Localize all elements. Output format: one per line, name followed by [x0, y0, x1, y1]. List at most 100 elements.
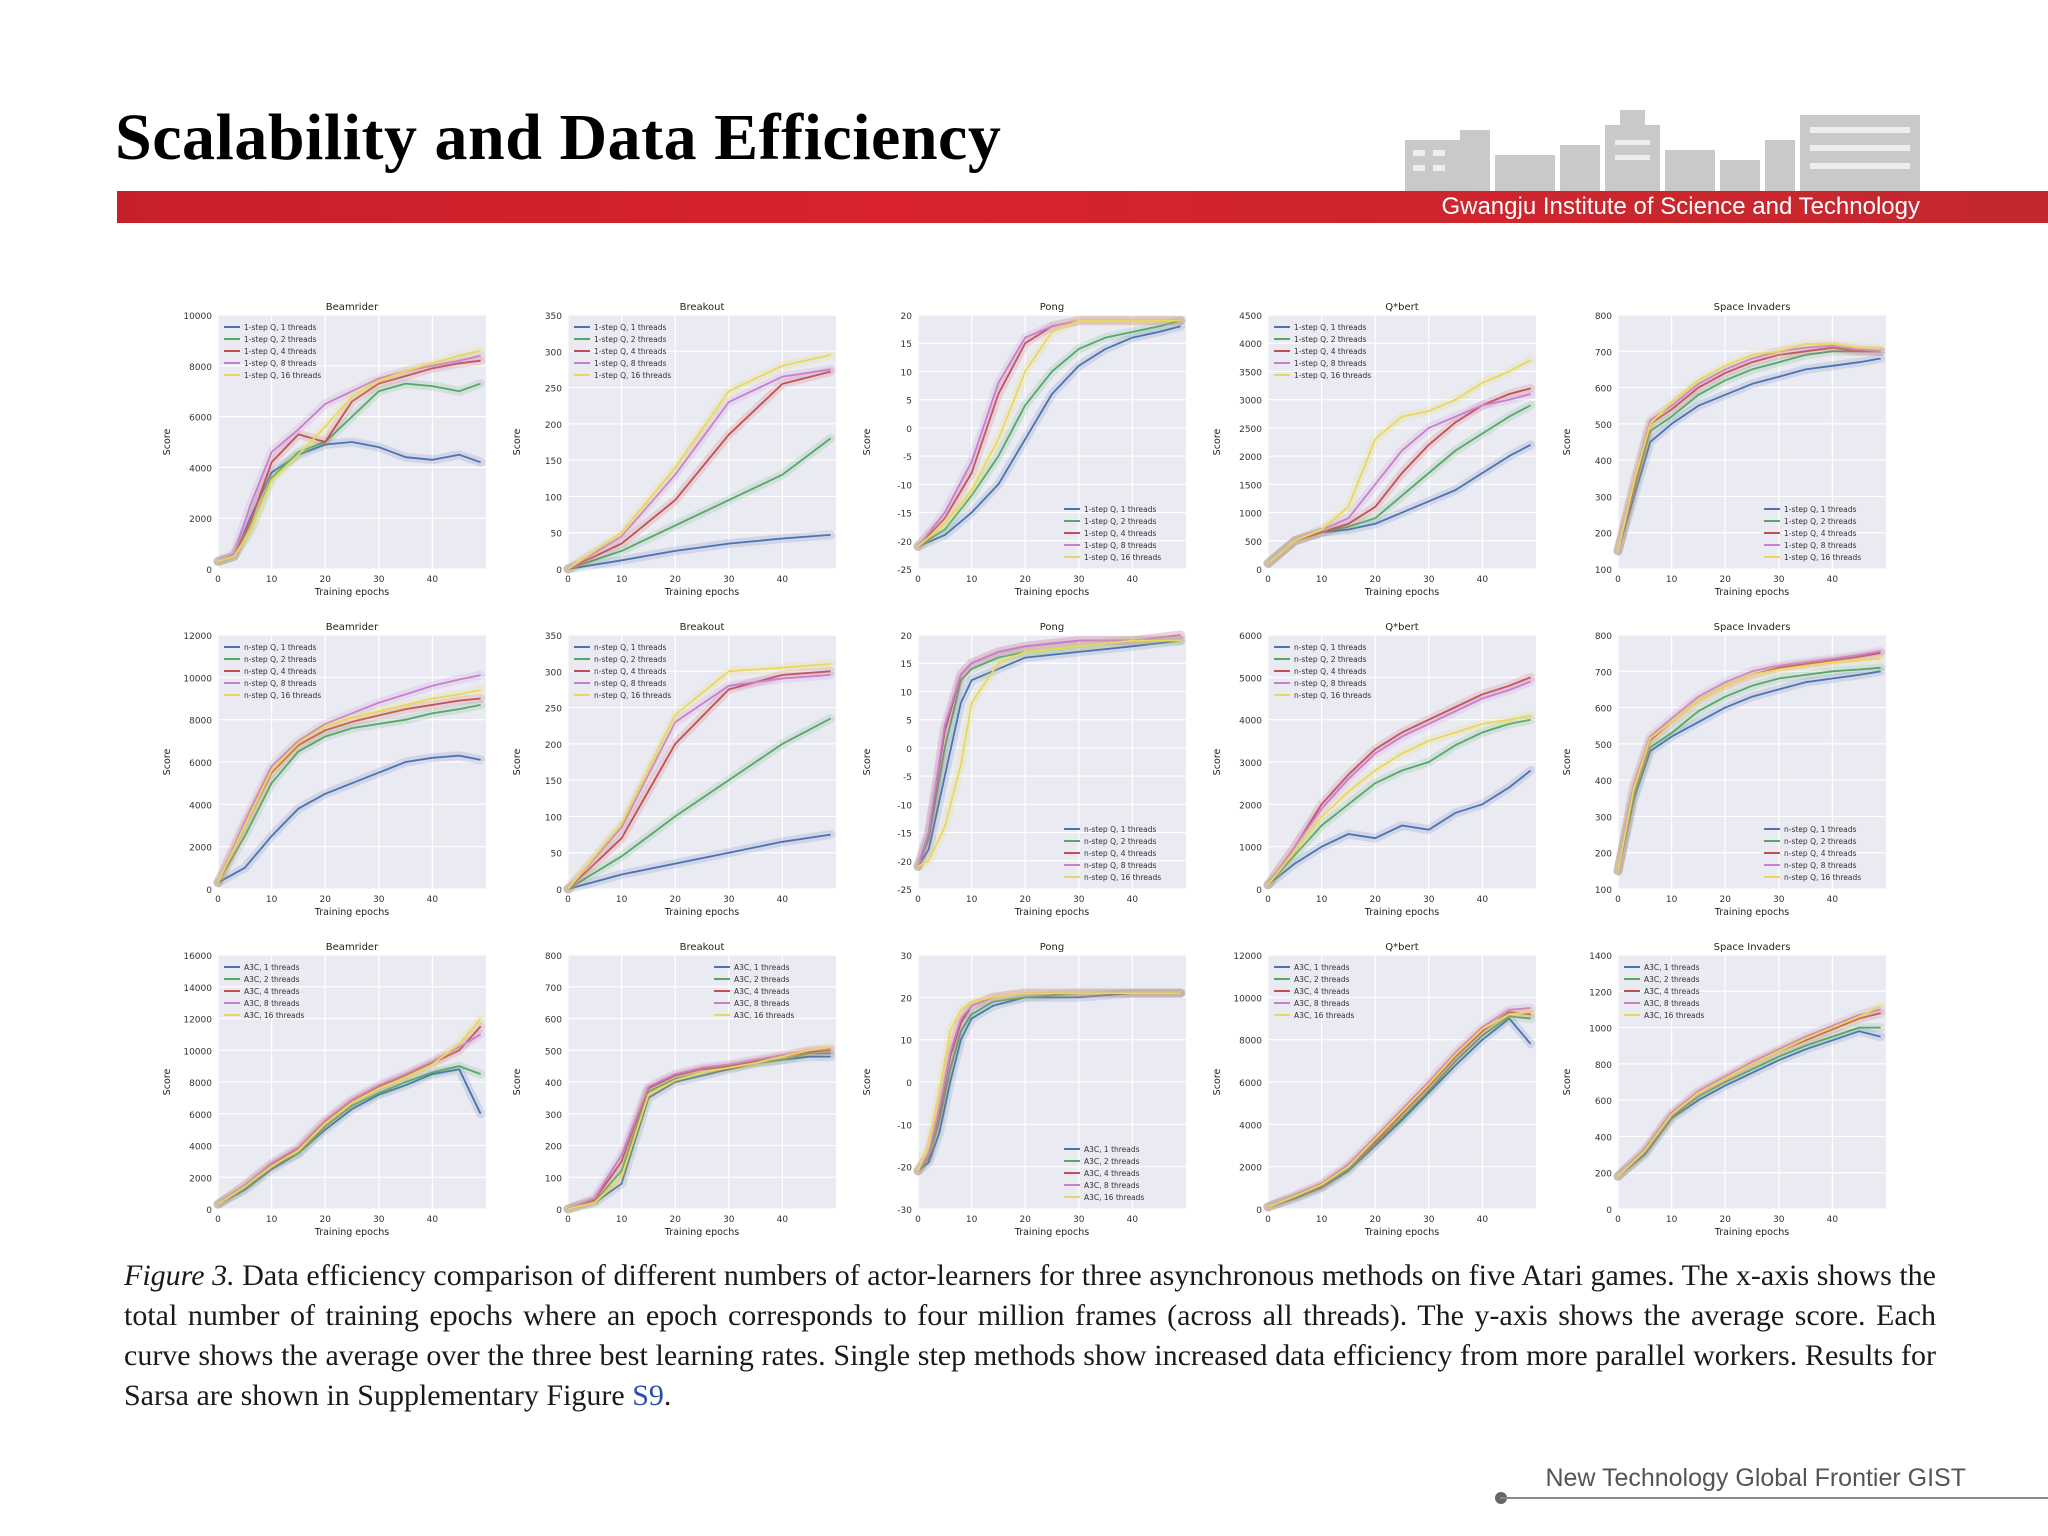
y-tick-label: 10 — [901, 368, 913, 378]
legend-label: A3C, 4 threads — [1294, 987, 1350, 996]
legend-label: n-step Q, 4 threads — [1784, 849, 1856, 858]
x-tick-label: 10 — [266, 575, 278, 585]
legend-label: 1-step Q, 1 threads — [244, 323, 316, 332]
legend-label: 1-step Q, 2 threads — [1784, 517, 1856, 526]
legend-label: A3C, 4 threads — [734, 987, 790, 996]
x-tick-label: 40 — [777, 1215, 789, 1225]
x-tick-label: 10 — [1666, 1215, 1678, 1225]
x-tick-label: 10 — [266, 1215, 278, 1225]
y-tick-label: -20 — [897, 538, 912, 548]
x-tick-label: 20 — [1719, 575, 1731, 585]
y-tick-label: 4000 — [1239, 717, 1262, 727]
y-tick-label: 4000 — [189, 1143, 212, 1153]
y-axis-label: Score — [1212, 429, 1223, 456]
y-tick-label: 400 — [1595, 457, 1612, 467]
y-axis-label: Score — [862, 749, 873, 776]
x-tick-label: 0 — [215, 895, 221, 905]
y-tick-label: 6000 — [189, 759, 212, 769]
y-axis-label: Score — [512, 1069, 523, 1096]
legend-label: A3C, 8 threads — [1644, 999, 1700, 1008]
y-tick-label: 100 — [545, 1174, 562, 1184]
y-tick-label: 6000 — [189, 1111, 212, 1121]
legend-label: 1-step Q, 16 threads — [1784, 553, 1861, 562]
y-tick-label: 10000 — [183, 1047, 212, 1057]
y-axis-label: Score — [1212, 749, 1223, 776]
y-tick-label: 3000 — [1239, 397, 1262, 407]
slide-title: Scalability and Data Efficiency — [115, 101, 1002, 174]
y-tick-label: 15 — [901, 660, 912, 670]
y-tick-label: 800 — [1595, 1061, 1612, 1071]
series-line — [1617, 1030, 1881, 1177]
y-tick-label: 200 — [545, 741, 562, 751]
y-tick-label: 20 — [901, 632, 913, 642]
legend-label: 1-step Q, 2 threads — [244, 335, 316, 344]
series-line — [1267, 387, 1531, 565]
series-line — [1267, 359, 1532, 565]
y-tick-label: 600 — [1595, 385, 1612, 395]
y-tick-label: -25 — [897, 566, 912, 576]
y-tick-label: 6000 — [1239, 1079, 1262, 1089]
series-line — [1267, 680, 1531, 886]
y-tick-label: 0 — [906, 425, 912, 435]
panel-title: Pong — [1040, 622, 1064, 633]
y-tick-label: 3500 — [1239, 368, 1262, 378]
chart-panel: 100 200 300 400 500 600 700 800 0 10 20 30 40 Space I… — [1562, 622, 1886, 918]
x-tick-label: 0 — [565, 575, 571, 585]
x-tick-label: 10 — [1316, 575, 1328, 585]
panel-title: Beamrider — [326, 942, 379, 953]
series-line — [567, 354, 831, 570]
legend-label: 1-step Q, 8 threads — [244, 359, 316, 368]
y-tick-label: 0 — [206, 886, 212, 896]
y-tick-label: 50 — [551, 850, 563, 860]
caption-reference-link[interactable]: S9 — [632, 1379, 664, 1412]
y-tick-label: 0 — [1606, 1206, 1612, 1216]
legend-label: 1-step Q, 4 threads — [244, 347, 316, 356]
series-line — [1267, 714, 1531, 886]
y-tick-label: 500 — [1595, 741, 1612, 751]
series-line — [567, 437, 832, 570]
series-line — [1617, 657, 1881, 872]
x-tick-label: 20 — [669, 575, 681, 585]
y-tick-label: 200 — [545, 421, 562, 431]
y-tick-label: 12000 — [1233, 952, 1262, 962]
y-tick-label: 5000 — [1239, 674, 1262, 684]
x-tick-label: 30 — [373, 575, 385, 585]
panel-title: Space Invaders — [1714, 622, 1791, 633]
y-tick-label: 200 — [1595, 850, 1612, 860]
chart-panel: 0 1000 2000 3000 4000 5000 6000 0 10 20 30 40 Q*bert… — [1212, 622, 1536, 918]
y-tick-label: 100 — [545, 813, 562, 823]
x-tick-label: 10 — [1316, 895, 1328, 905]
chart-panel: 0 2000 4000 6000 8000 10000 12000 0 10 20 30 40 Beam… — [162, 622, 486, 918]
panel-title: Breakout — [680, 622, 725, 633]
panel-title: Q*bert — [1385, 302, 1418, 313]
building-skyline-logo — [1405, 110, 1920, 191]
x-tick-label: 30 — [1773, 1215, 1785, 1225]
panel-title: Space Invaders — [1714, 302, 1791, 313]
y-tick-label: 12000 — [183, 1016, 212, 1026]
y-tick-label: 200 — [545, 1143, 562, 1153]
plot-area — [1268, 315, 1536, 569]
series-line — [217, 349, 481, 563]
panel-title: Breakout — [680, 302, 725, 313]
y-tick-label: 3000 — [1239, 759, 1262, 769]
y-tick-label: 4000 — [1239, 340, 1262, 350]
legend-label: A3C, 8 threads — [1294, 999, 1350, 1008]
y-tick-label: -20 — [897, 1164, 912, 1174]
x-tick-label: 40 — [1827, 575, 1839, 585]
x-tick-label: 10 — [1666, 895, 1678, 905]
series-line — [1617, 670, 1881, 872]
legend-label: A3C, 2 threads — [1294, 975, 1350, 984]
y-tick-label: 800 — [1595, 312, 1612, 322]
y-tick-label: 10000 — [183, 674, 212, 684]
x-axis-label: Training epochs — [314, 587, 389, 598]
y-tick-label: 1000 — [1589, 1025, 1612, 1035]
legend-label: A3C, 8 threads — [734, 999, 790, 1008]
x-tick-label: 20 — [1369, 575, 1381, 585]
series-line — [567, 663, 831, 890]
legend-label: 1-step Q, 8 threads — [594, 359, 666, 368]
x-tick-label: 40 — [1127, 575, 1139, 585]
panel-title: Beamrider — [326, 302, 379, 313]
y-tick-label: -15 — [897, 830, 912, 840]
chart-panel: 100 200 300 400 500 600 700 800 0 10 20 30 40 Space I… — [1562, 302, 1886, 598]
legend-label: 1-step Q, 4 threads — [1294, 347, 1366, 356]
